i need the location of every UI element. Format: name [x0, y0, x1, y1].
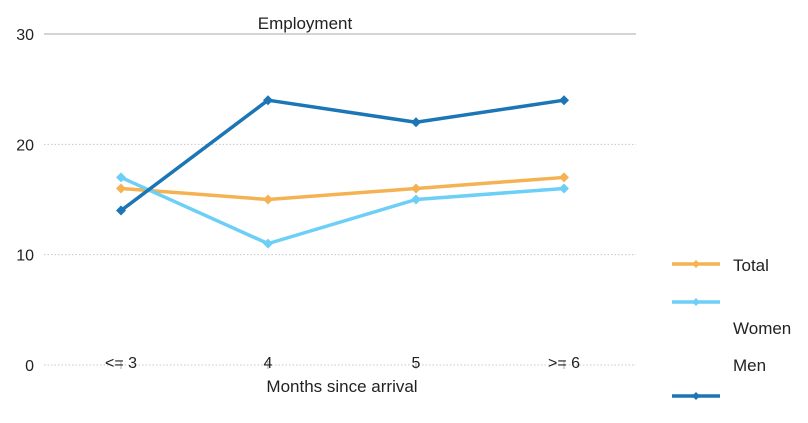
legend-label-women: Women	[733, 319, 791, 338]
x-tick-label: 4	[264, 355, 273, 372]
y-tick-label: 20	[16, 137, 34, 154]
data-point-men	[559, 95, 569, 106]
legend-marker-men	[692, 392, 700, 400]
series-line-men	[119, 98, 565, 212]
data-point-men	[116, 205, 126, 216]
data-point-women	[263, 238, 273, 249]
y-tick-label: 0	[25, 358, 34, 375]
legend-item-men: Men	[672, 356, 766, 400]
x-tick-label: >= 6	[548, 355, 580, 372]
x-tick-label: 5	[412, 355, 421, 372]
data-point-women	[411, 194, 421, 205]
gridlines	[44, 33, 636, 366]
chart-title: Employment	[258, 14, 353, 33]
data-point-men	[263, 95, 273, 106]
legend-label-men: Men	[733, 356, 766, 375]
legend-item-total: Total	[672, 256, 769, 275]
x-axis-ticks: <= 3 4 5 >= 6	[105, 355, 580, 372]
y-tick-label: 10	[16, 248, 34, 265]
legend-item-women: Women	[672, 298, 791, 338]
data-point-total	[559, 172, 569, 183]
series-men	[116, 95, 569, 216]
series-line-total	[120, 175, 565, 202]
series-total	[116, 172, 569, 205]
legend-marker-women	[692, 298, 700, 306]
data-point-total	[411, 183, 421, 194]
series-layer	[116, 95, 569, 249]
legend-label-total: Total	[733, 256, 769, 275]
legend: Total Women Men	[672, 256, 791, 400]
legend-marker-total	[692, 260, 700, 268]
y-axis-ticks: 0 10 20 30	[16, 27, 34, 375]
series-line-women	[120, 175, 565, 246]
data-point-women	[559, 183, 569, 194]
y-tick-label: 30	[16, 27, 34, 44]
x-axis-title: Months since arrival	[266, 377, 417, 396]
data-point-men	[411, 117, 421, 128]
data-point-total	[263, 194, 273, 205]
data-point-total	[116, 183, 126, 194]
series-women	[116, 172, 569, 249]
data-point-women	[116, 172, 126, 183]
x-tick-label: <= 3	[105, 355, 137, 372]
